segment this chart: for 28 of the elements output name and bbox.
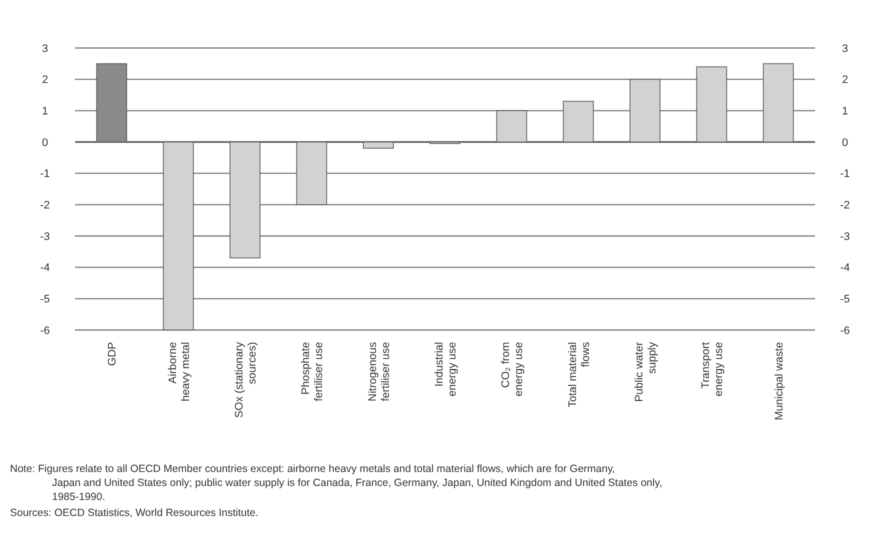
y-tick-label: 3	[42, 42, 48, 55]
y-tick-label: 1	[42, 106, 48, 118]
y2-tick-label: 3	[842, 42, 848, 55]
y2-tick-label: 2	[842, 74, 848, 86]
y-tick-label: 2	[42, 74, 48, 86]
text: Note: Figures relate to all OECD Member countries except: airborne heavy metals and total material flows, which are for Germany, Japan and United States only; public water supply is for Canada, France, Germany, Japan, United Kingdom and United States only, 1985-1990.	[10, 463, 662, 503]
y2-tick-label: -3	[840, 230, 850, 243]
y2-tick-label: -6	[840, 324, 850, 337]
y2-tick-label: 1	[842, 106, 848, 118]
y-tick-label: -3	[40, 230, 50, 243]
y2-tick-label: 0	[842, 136, 848, 149]
y-tick-label: -5	[40, 294, 50, 306]
y-tick-label: -1	[40, 168, 50, 180]
y-tick-label: -4	[40, 262, 50, 274]
y2-tick-label: -4	[840, 262, 850, 274]
y2-tick-label: -2	[840, 200, 850, 212]
y2-tick-label: -1	[840, 168, 850, 180]
y-tick-label: -6	[40, 324, 50, 337]
x-tick-label: Municipal waste	[773, 342, 786, 420]
y-tick-label: -2	[40, 200, 50, 212]
x-tick-label: SOx (stationary sources)	[234, 342, 258, 418]
x-tick-label: Public water supply	[634, 342, 658, 402]
x-tick-label: Total material flows	[566, 342, 592, 408]
y-tick-label: 0	[42, 136, 48, 149]
x-tick-label: Airborne heavy metal	[166, 342, 192, 402]
y2-tick-label: -5	[840, 294, 850, 306]
x-tick-label: GDP	[106, 342, 119, 366]
source-note: Sources: OECD Statistics, World Resources Institute.	[10, 507, 258, 519]
